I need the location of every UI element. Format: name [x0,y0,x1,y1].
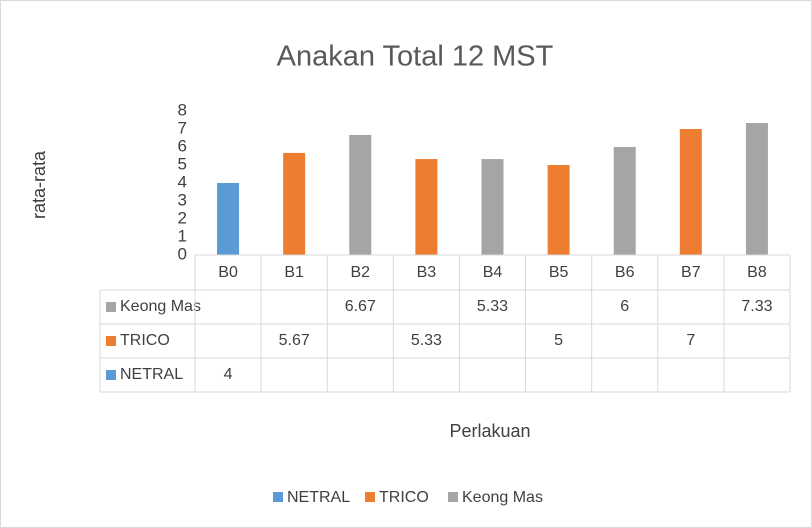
y-tick-label: 3 [178,190,187,209]
bar [481,159,504,255]
x-axis-label: Perlakuan [449,421,530,441]
x-tick-label: B2 [350,264,370,281]
table-cell: 6.67 [345,298,376,315]
table-cell: 4 [224,366,233,383]
table-legend-key [106,370,116,380]
legend-key [448,492,458,502]
bar [217,183,240,255]
x-tick-label: B0 [218,264,238,281]
table-cell: 5.33 [411,332,442,349]
bar [613,147,636,255]
x-tick-label: B1 [284,264,304,281]
bar [415,159,438,255]
y-tick-label: 1 [178,226,187,245]
table-legend-key [106,336,116,346]
y-tick-label: 5 [178,154,187,173]
x-tick-label: B4 [483,264,503,281]
y-tick-label: 4 [178,172,187,191]
y-tick-label: 6 [178,136,187,155]
x-tick-label: B6 [615,264,635,281]
x-tick-label: B7 [681,264,701,281]
x-tick-label: B8 [747,264,767,281]
table-legend-key [106,302,116,312]
y-tick-label: 8 [178,100,187,119]
table-cell: 7 [686,332,695,349]
y-axis-label: rata-rata [29,150,49,219]
legend-label: NETRAL [287,489,350,506]
table-series-name: Keong Mas [120,298,201,315]
legend-label: Keong Mas [462,489,543,506]
bar [547,165,570,255]
legend-label: TRICO [379,489,429,506]
table-cell: 5 [554,332,563,349]
table-cell: 6 [620,298,629,315]
table-cell: 7.33 [741,298,772,315]
table-series-name: TRICO [120,332,170,349]
bar [679,129,702,255]
table-cell: 5.67 [279,332,310,349]
table-cell: 5.33 [477,298,508,315]
bar [283,152,306,255]
legend-key [365,492,375,502]
bar [349,134,372,255]
table-series-name: NETRAL [120,366,183,383]
chart-title: Anakan Total 12 MST [277,41,554,73]
y-tick-label: 7 [178,118,187,137]
bar [745,123,768,255]
y-tick-label: 0 [178,244,187,263]
x-tick-label: B5 [549,264,569,281]
legend-key [273,492,283,502]
y-tick-label: 2 [178,208,187,227]
x-tick-label: B3 [417,264,437,281]
